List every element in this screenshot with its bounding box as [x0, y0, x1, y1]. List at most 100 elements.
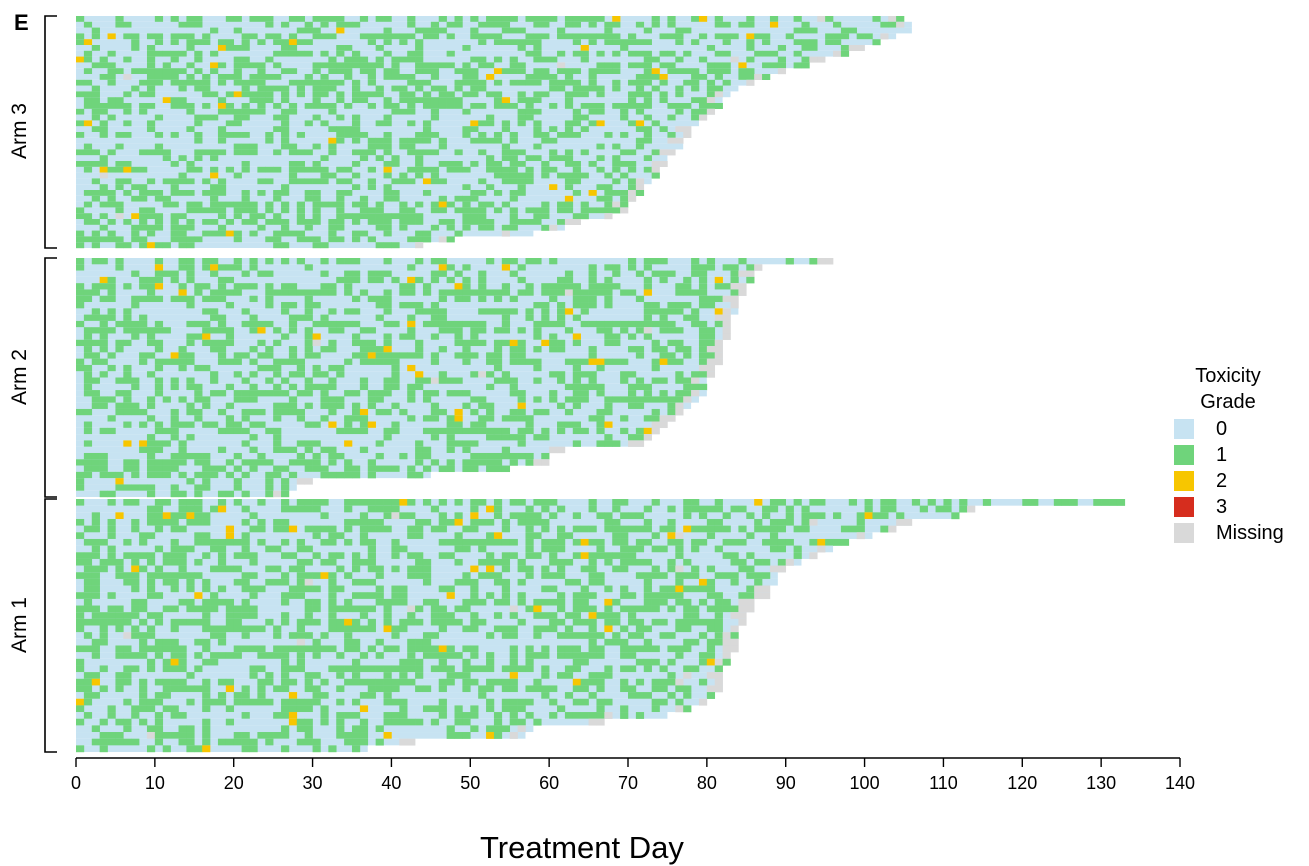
grade-cell [375, 219, 384, 225]
grade-cell [249, 346, 258, 353]
grade-cell [462, 572, 471, 580]
grade-cell [501, 518, 511, 526]
grade-cell [415, 68, 424, 75]
grade-cell [367, 665, 376, 673]
grade-cell [746, 552, 755, 560]
grade-cell [446, 618, 455, 626]
grade-cell [612, 201, 621, 208]
grade-cell [667, 605, 676, 613]
grade-cell [880, 33, 889, 40]
grade-cell [643, 264, 652, 271]
grade-cell [257, 213, 266, 220]
grade-cell [296, 408, 305, 416]
grade-cell [572, 120, 581, 127]
grade-cell [194, 490, 203, 498]
grade-cell [257, 625, 266, 633]
grade-cell [517, 578, 526, 586]
grade-cell [691, 545, 700, 553]
x-axis: 0 10 20 30 40 50 60 70 80 90 100 110 120 130 140 [71, 757, 1195, 793]
grade-cell [675, 538, 684, 546]
grade-cell [399, 207, 408, 214]
grade-cell [312, 79, 321, 86]
grade-cell [730, 276, 739, 284]
grade-cell [588, 33, 597, 40]
grade-cell [170, 490, 179, 498]
grade-cell [288, 678, 298, 686]
grade-cell [564, 270, 574, 278]
grade-cell [344, 308, 353, 315]
grade-cell [344, 421, 353, 429]
grade-cell [115, 21, 124, 28]
grade-cell [131, 408, 140, 416]
grade-cell [549, 320, 558, 328]
grade-cell [146, 578, 156, 586]
grade-cell [675, 572, 684, 580]
grade-cell [217, 698, 227, 706]
grade-cell [336, 201, 345, 208]
grade-cell [170, 68, 179, 75]
grade-cell [202, 79, 211, 86]
grade-cell [131, 383, 140, 391]
grade-cell [328, 452, 337, 460]
grade-cell [659, 377, 668, 384]
grade-cell [675, 565, 684, 573]
grade-cell [178, 236, 187, 243]
grade-cell [517, 415, 526, 422]
grade-cell [312, 33, 321, 40]
grade-cell [714, 103, 723, 109]
grade-cell [604, 672, 613, 679]
grade-cell [572, 213, 581, 220]
grade-cell [296, 364, 305, 372]
grade-cell [241, 408, 250, 416]
grade-cell [549, 289, 558, 296]
grade-cell [241, 79, 250, 86]
grade-cell [580, 320, 589, 328]
grade-cell [446, 236, 455, 243]
grade-cell [170, 572, 179, 580]
grade-cell [178, 678, 187, 686]
grade-cell [336, 725, 345, 733]
grade-cell [359, 230, 369, 237]
grade-cell [320, 33, 329, 40]
grade-cell [628, 396, 637, 403]
grade-cell [691, 264, 700, 271]
patient-row [76, 91, 731, 98]
grade-cell [643, 308, 652, 315]
grade-cell [596, 289, 605, 296]
grade-cell [635, 645, 645, 653]
grade-cell [83, 678, 93, 686]
grade-cell [407, 314, 416, 322]
grade-cell [91, 692, 100, 699]
grade-cell [257, 74, 266, 80]
grade-cell [691, 16, 700, 22]
grade-cell [454, 270, 463, 278]
grade-cell [257, 390, 266, 397]
grade-cell [493, 16, 503, 22]
grade-cell [383, 605, 392, 613]
grade-cell [367, 178, 376, 185]
grade-cell [186, 236, 195, 243]
grade-cell [722, 33, 731, 40]
grade-cell [273, 364, 282, 372]
grade-cell [604, 625, 613, 633]
grade-cell [170, 538, 179, 546]
grade-cell [320, 242, 329, 249]
grade-cell [273, 62, 282, 69]
grade-cell [336, 371, 345, 378]
grade-cell [635, 120, 645, 127]
grade-cell [612, 538, 621, 546]
grade-cell [123, 377, 132, 384]
grade-cell [675, 532, 684, 540]
grade-cell [233, 499, 242, 506]
grade-cell [194, 132, 203, 138]
grade-cell [667, 525, 676, 533]
grade-cell [233, 213, 242, 220]
grade-cell [454, 712, 463, 719]
grade-cell [698, 698, 708, 706]
patient-row [76, 525, 897, 533]
grade-cell [225, 605, 235, 613]
grade-cell [123, 738, 132, 746]
grade-cell [415, 50, 424, 57]
legend-item: 2 [1170, 469, 1309, 493]
grade-cell [359, 532, 369, 540]
